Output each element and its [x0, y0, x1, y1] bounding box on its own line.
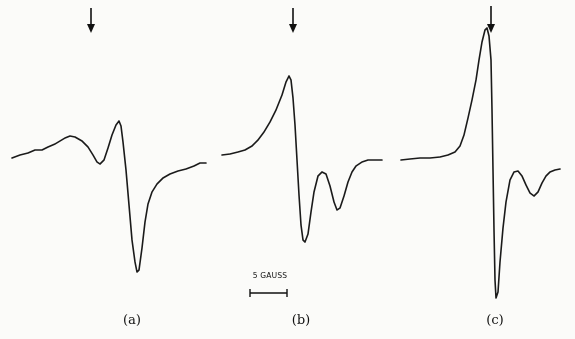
- panel-a: [11, 8, 207, 273]
- panel-c: [400, 6, 561, 299]
- panel-label-b: (b): [291, 313, 311, 328]
- spectrum-trace-c: [400, 27, 561, 299]
- marker-arrow-a-head: [87, 24, 95, 33]
- marker-arrow-c-head: [487, 24, 495, 33]
- scale-label: 5 GAUSS: [252, 271, 288, 280]
- panel-label-c: (c): [486, 313, 504, 328]
- spectrum-trace-a: [11, 120, 207, 273]
- marker-arrow-b-head: [289, 24, 297, 33]
- panel-b: [221, 8, 383, 243]
- scale-bar: [249, 289, 288, 297]
- panel-label-a: (a): [123, 313, 141, 328]
- spectrum-trace-b: [221, 75, 383, 243]
